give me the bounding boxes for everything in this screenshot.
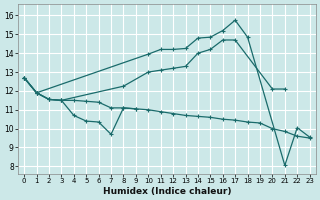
X-axis label: Humidex (Indice chaleur): Humidex (Indice chaleur) [103, 187, 231, 196]
